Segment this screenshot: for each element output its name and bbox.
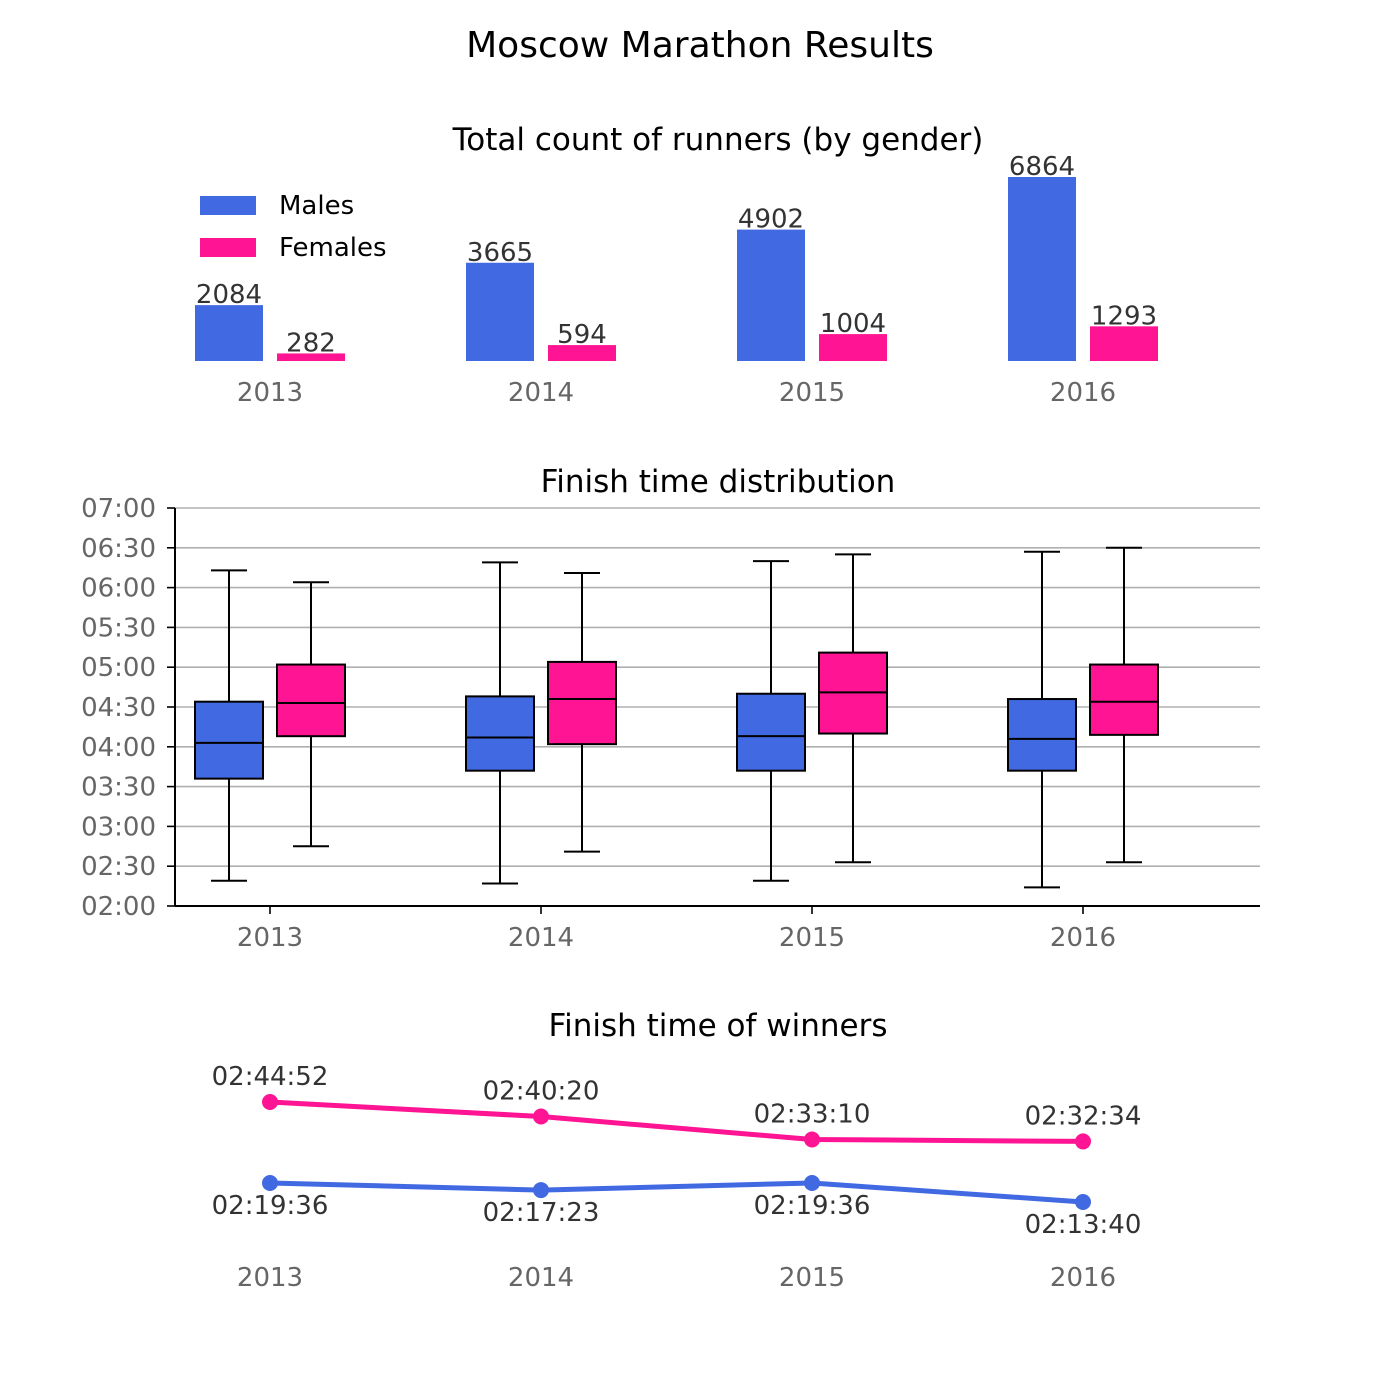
counts-panel: Total count of runners (by gender) Males… — [195, 122, 1158, 408]
bar-label-males-2014: 3665 — [467, 238, 533, 268]
winner-label-males-2014: 02:17:23 — [483, 1198, 600, 1228]
bar-label-males-2013: 2084 — [196, 280, 262, 310]
winners-xtick-2016: 2016 — [1050, 1263, 1116, 1293]
winner-label-males-2015: 02:19:36 — [754, 1191, 871, 1221]
bar-males-2013 — [195, 305, 263, 361]
ytick-label-0430: 04:30 — [81, 693, 156, 723]
ytick-label-0230: 02:30 — [81, 852, 156, 882]
winner-label-males-2013: 02:19:36 — [212, 1191, 329, 1221]
winner-point-males-2015 — [804, 1174, 820, 1191]
box-females-2014 — [547, 660, 617, 746]
winners-xtick-2014: 2014 — [508, 1263, 574, 1293]
winners-xtick-2015: 2015 — [779, 1263, 845, 1293]
distribution-xtick-2013: 2013 — [237, 923, 303, 953]
box-males-2014 — [465, 695, 535, 772]
winner-label-females-2013: 02:44:52 — [212, 1062, 329, 1092]
distribution-xtick-2016: 2016 — [1050, 923, 1116, 953]
ytick-label-0600: 06:00 — [81, 574, 156, 604]
winner-point-females-2013 — [262, 1094, 278, 1110]
legend-label-males: Males — [279, 191, 354, 221]
box-males-2015 — [736, 692, 806, 772]
distribution-xtick-2014: 2014 — [508, 923, 574, 953]
distribution-panel: Finish time distribution 02:00 02:30 03:00… — [81, 464, 1260, 953]
bar-label-females-2015: 1004 — [820, 309, 886, 339]
winner-line-females — [269, 1099, 1084, 1144]
bar-females-2014 — [548, 345, 616, 361]
ytick-label-0200: 02:00 — [81, 892, 156, 922]
bar-males-2016 — [1008, 177, 1076, 361]
ytick-label-0400: 04:00 — [81, 733, 156, 763]
ytick-label-0330: 03:30 — [81, 773, 156, 803]
bar-label-males-2015: 4902 — [738, 205, 804, 235]
winner-point-females-2014 — [533, 1108, 549, 1125]
winner-point-females-2016 — [1075, 1133, 1091, 1150]
winner-point-females-2015 — [804, 1131, 820, 1148]
bar-males-2015 — [737, 229, 805, 361]
counts-xtick-2013: 2013 — [237, 378, 303, 408]
distribution-boxes: 02:00 02:30 03:00 03:30 04:00 04:30 05:00 05:30… — [81, 494, 1260, 953]
counts-bars: 2084 282 2013 3665 594 2014 4902 1004 2015 6864 12… — [195, 152, 1158, 408]
counts-title: Total count of runners (by gender) — [452, 122, 984, 158]
box-males-2013 — [194, 700, 264, 780]
bar-label-females-2014: 594 — [557, 320, 607, 350]
counts-legend: Males Females — [200, 191, 387, 263]
figure-title: Moscow Marathon Results — [466, 25, 934, 66]
winner-label-females-2016: 02:32:34 — [1025, 1101, 1142, 1131]
winner-line-males — [269, 1180, 1084, 1205]
box-males-2016 — [1007, 698, 1077, 772]
bar-males-2014 — [466, 262, 534, 361]
winner-label-females-2015: 02:33:10 — [754, 1100, 871, 1130]
winners-xtick-2013: 2013 — [237, 1263, 303, 1293]
legend-swatch-females — [200, 238, 256, 257]
winner-label-males-2016: 02:13:40 — [1025, 1210, 1142, 1240]
bar-females-2013 — [277, 353, 345, 361]
counts-xtick-2016: 2016 — [1050, 378, 1116, 408]
winner-point-males-2013 — [262, 1174, 278, 1191]
ytick-label-0500: 05:00 — [81, 653, 156, 683]
distribution-title: Finish time distribution — [541, 464, 896, 500]
counts-xtick-2014: 2014 — [508, 378, 574, 408]
bar-label-females-2013: 282 — [286, 328, 336, 358]
counts-xtick-2015: 2015 — [779, 378, 845, 408]
winner-label-females-2014: 02:40:20 — [483, 1077, 600, 1107]
ytick-label-0300: 03:00 — [81, 812, 156, 842]
legend-swatch-males — [200, 196, 256, 215]
legend-label-females: Females — [279, 233, 387, 263]
ytick-label-0530: 05:30 — [81, 613, 156, 643]
winners-lines: 02:19:36 02:17:23 02:19:36 02:13:40 02:44:52… — [212, 1062, 1142, 1293]
ytick-label-0630: 06:30 — [81, 534, 156, 564]
bar-label-males-2016: 6864 — [1009, 152, 1075, 182]
box-females-2013 — [276, 663, 346, 738]
winner-point-males-2014 — [533, 1182, 549, 1199]
winners-title: Finish time of winners — [549, 1008, 888, 1044]
bar-label-females-2016: 1293 — [1091, 301, 1157, 331]
ytick-label-0700: 07:00 — [81, 494, 156, 524]
box-females-2016 — [1089, 663, 1159, 736]
winner-point-males-2016 — [1075, 1194, 1091, 1210]
bar-females-2015 — [819, 334, 887, 361]
bar-females-2016 — [1090, 326, 1158, 361]
distribution-xtick-2015: 2015 — [779, 923, 845, 953]
winners-panel: Finish time of winners 02:19:36 02:17:23 0… — [212, 1008, 1142, 1293]
